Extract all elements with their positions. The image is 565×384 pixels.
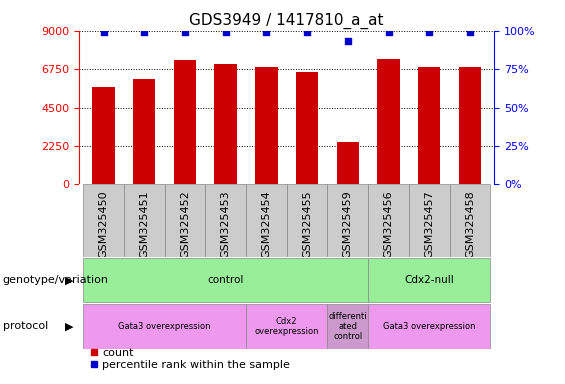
- Bar: [337, 142, 359, 184]
- Text: ▶: ▶: [65, 321, 73, 331]
- Bar: [215, 64, 237, 184]
- Text: GSM325459: GSM325459: [343, 190, 353, 258]
- Bar: [246, 184, 287, 257]
- Point: [466, 29, 475, 35]
- Bar: [368, 184, 409, 257]
- Bar: [418, 68, 441, 184]
- Text: GSM325451: GSM325451: [139, 190, 149, 258]
- Text: ▶: ▶: [65, 275, 73, 285]
- Bar: [287, 184, 328, 257]
- Bar: [124, 184, 164, 257]
- Bar: [328, 304, 368, 349]
- Bar: [255, 68, 277, 184]
- Text: Gata3 overexpression: Gata3 overexpression: [383, 322, 476, 331]
- Bar: [368, 258, 490, 303]
- Point: [344, 38, 353, 45]
- Bar: [174, 60, 196, 184]
- Text: GSM325453: GSM325453: [221, 190, 231, 258]
- Bar: [83, 184, 124, 257]
- Text: GSM325457: GSM325457: [424, 190, 434, 258]
- Bar: [133, 78, 155, 184]
- Text: GSM325455: GSM325455: [302, 190, 312, 258]
- Text: Cdx2-null: Cdx2-null: [405, 275, 454, 285]
- Point: [425, 29, 434, 35]
- Text: GSM325456: GSM325456: [384, 190, 393, 258]
- Bar: [377, 59, 399, 184]
- Text: control: control: [207, 275, 244, 285]
- Point: [262, 29, 271, 35]
- Text: Gata3 overexpression: Gata3 overexpression: [118, 322, 211, 331]
- Text: GSM325458: GSM325458: [465, 190, 475, 258]
- Point: [221, 29, 230, 35]
- Text: GSM325450: GSM325450: [98, 190, 108, 258]
- Text: genotype/variation: genotype/variation: [3, 275, 109, 285]
- Title: GDS3949 / 1417810_a_at: GDS3949 / 1417810_a_at: [189, 13, 384, 29]
- Bar: [83, 304, 246, 349]
- Bar: [409, 184, 450, 257]
- Bar: [328, 184, 368, 257]
- Bar: [459, 68, 481, 184]
- Text: differenti
ated
control: differenti ated control: [328, 312, 367, 341]
- Bar: [246, 304, 328, 349]
- Point: [140, 29, 149, 35]
- Legend: count, percentile rank within the sample: count, percentile rank within the sample: [85, 344, 295, 375]
- Text: Cdx2
overexpression: Cdx2 overexpression: [254, 317, 319, 336]
- Bar: [296, 72, 318, 184]
- Bar: [368, 304, 490, 349]
- Point: [180, 29, 189, 35]
- Text: protocol: protocol: [3, 321, 48, 331]
- Text: GSM325454: GSM325454: [262, 190, 271, 258]
- Point: [99, 29, 108, 35]
- Text: GSM325452: GSM325452: [180, 190, 190, 258]
- Point: [384, 29, 393, 35]
- Bar: [83, 258, 368, 303]
- Bar: [450, 184, 490, 257]
- Bar: [164, 184, 205, 257]
- Point: [303, 29, 312, 35]
- Bar: [92, 87, 115, 184]
- Bar: [205, 184, 246, 257]
